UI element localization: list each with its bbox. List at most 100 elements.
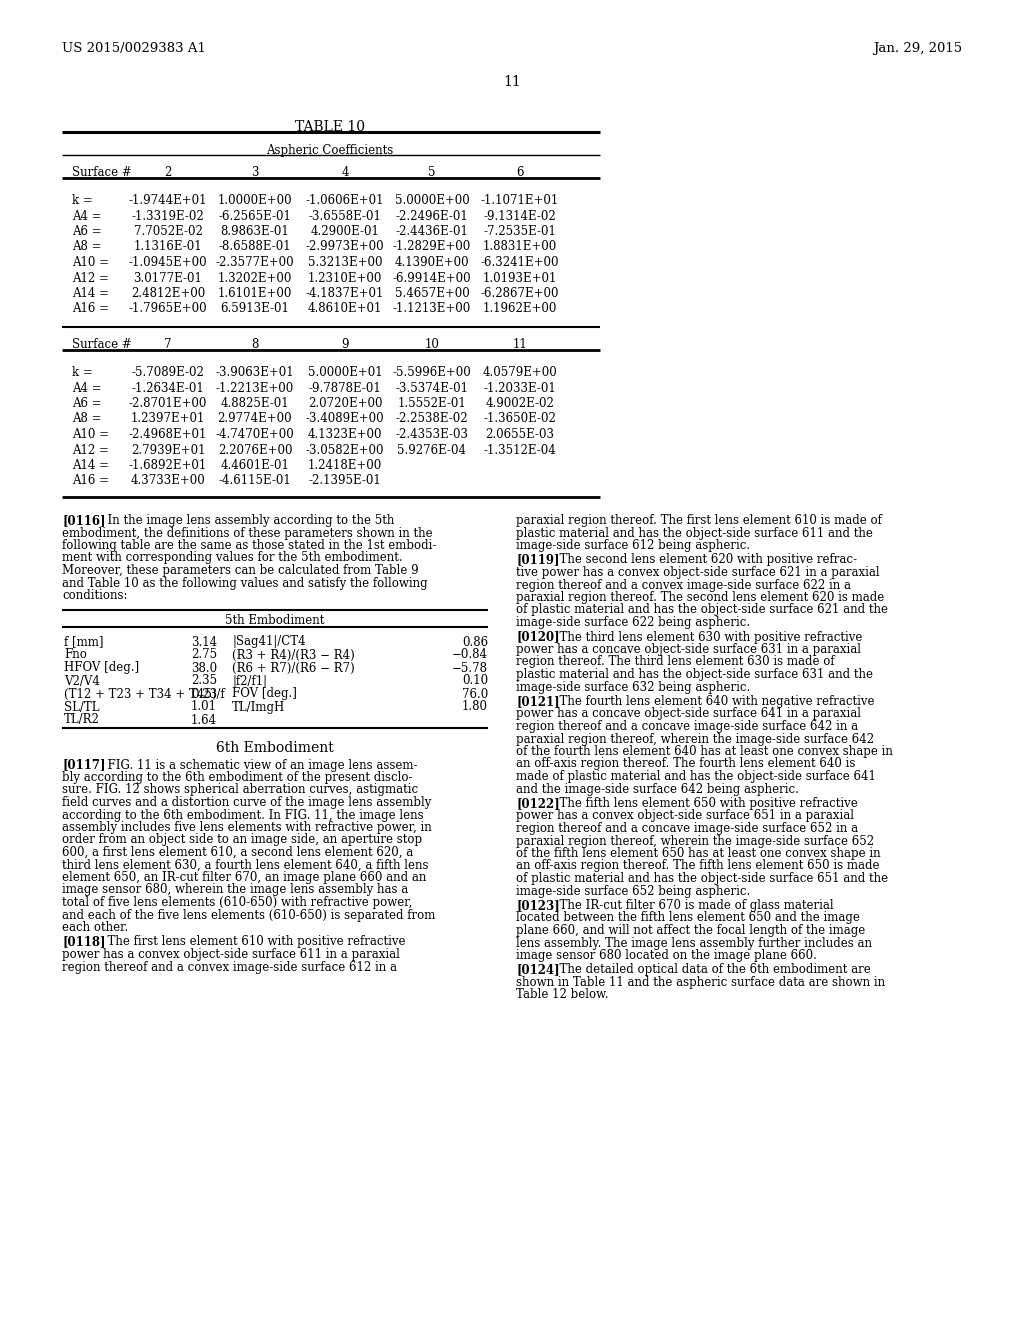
Text: [0121]: [0121] [516,696,560,708]
Text: 2.9774E+00: 2.9774E+00 [218,412,292,425]
Text: A16 =: A16 = [72,302,109,315]
Text: [0123]: [0123] [516,899,560,912]
Text: 6th Embodiment: 6th Embodiment [216,741,334,755]
Text: 1.8831E+00: 1.8831E+00 [483,240,557,253]
Text: 38.0: 38.0 [190,661,217,675]
Text: |f2/f1|: |f2/f1| [232,675,267,688]
Text: conditions:: conditions: [62,589,128,602]
Text: following table are the same as those stated in the 1st embodi-: following table are the same as those st… [62,539,436,552]
Text: -1.2213E+00: -1.2213E+00 [216,381,294,395]
Text: of the fourth lens element 640 has at least one convex shape in: of the fourth lens element 640 has at le… [516,744,893,758]
Text: -9.7878E-01: -9.7878E-01 [308,381,381,395]
Text: image-side surface 622 being aspheric.: image-side surface 622 being aspheric. [516,616,751,630]
Text: lens assembly. The image lens assembly further includes an: lens assembly. The image lens assembly f… [516,936,872,949]
Text: (R6 + R7)/(R6 − R7): (R6 + R7)/(R6 − R7) [232,661,354,675]
Text: 1.80: 1.80 [462,701,488,714]
Text: TABLE 10: TABLE 10 [295,120,365,135]
Text: 4.2900E-01: 4.2900E-01 [310,224,380,238]
Text: -1.2829E+00: -1.2829E+00 [393,240,471,253]
Text: 3.14: 3.14 [190,635,217,648]
Text: 8: 8 [251,338,259,351]
Text: power has a concave object-side surface 631 in a paraxial: power has a concave object-side surface … [516,643,861,656]
Text: region thereof and a concave image-side surface 652 in a: region thereof and a concave image-side … [516,822,858,836]
Text: -5.5996E+00: -5.5996E+00 [392,366,471,379]
Text: -6.3241E+00: -6.3241E+00 [480,256,559,269]
Text: -1.1213E+00: -1.1213E+00 [393,302,471,315]
Text: image-side surface 652 being aspheric.: image-side surface 652 being aspheric. [516,884,751,898]
Text: -9.1314E-02: -9.1314E-02 [483,210,556,223]
Text: [0122]: [0122] [516,797,560,810]
Text: -2.8701E+00: -2.8701E+00 [129,397,207,411]
Text: -3.5374E-01: -3.5374E-01 [395,381,469,395]
Text: -1.0945E+00: -1.0945E+00 [129,256,207,269]
Text: 1.0000E+00: 1.0000E+00 [218,194,292,207]
Text: |Sag41|/CT4: |Sag41|/CT4 [232,635,305,648]
Text: -8.6588E-01: -8.6588E-01 [219,240,291,253]
Text: -3.4089E+00: -3.4089E+00 [306,412,384,425]
Text: image sensor 680, wherein the image lens assembly has a: image sensor 680, wherein the image lens… [62,883,409,896]
Text: -2.2496E-01: -2.2496E-01 [395,210,468,223]
Text: [0120]: [0120] [516,631,560,644]
Text: A12 =: A12 = [72,272,109,285]
Text: -1.0606E+01: -1.0606E+01 [306,194,384,207]
Text: 4.9002E-02: 4.9002E-02 [485,397,554,411]
Text: power has a concave object-side surface 641 in a paraxial: power has a concave object-side surface … [516,708,861,721]
Text: 2.75: 2.75 [190,648,217,661]
Text: 1.0193E+01: 1.0193E+01 [482,272,557,285]
Text: an off-axis region thereof. The fifth lens element 650 is made: an off-axis region thereof. The fifth le… [516,859,880,873]
Text: paraxial region thereof. The first lens element 610 is made of: paraxial region thereof. The first lens … [516,513,882,527]
Text: bly according to the 6th embodiment of the present disclo-: bly according to the 6th embodiment of t… [62,771,413,784]
Text: of plastic material and has the object-side surface 621 and the: of plastic material and has the object-s… [516,603,888,616]
Text: 1.3202E+00: 1.3202E+00 [218,272,292,285]
Text: -1.3512E-04: -1.3512E-04 [483,444,556,457]
Text: embodiment, the definitions of these parameters shown in the: embodiment, the definitions of these par… [62,527,432,540]
Text: image sensor 680 located on the image plane 660.: image sensor 680 located on the image pl… [516,949,817,962]
Text: and each of the five lens elements (610-650) is separated from: and each of the five lens elements (610-… [62,908,435,921]
Text: Table 12 below.: Table 12 below. [516,989,608,1002]
Text: 1.6101E+00: 1.6101E+00 [218,286,292,300]
Text: paraxial region thereof, wherein the image-side surface 652: paraxial region thereof, wherein the ima… [516,834,874,847]
Text: 4.1323E+00: 4.1323E+00 [308,428,382,441]
Text: The fourth lens element 640 with negative refractive: The fourth lens element 640 with negativ… [552,696,874,708]
Text: A14 =: A14 = [72,286,109,300]
Text: located between the fifth lens element 650 and the image: located between the fifth lens element 6… [516,912,860,924]
Text: order from an object side to an image side, an aperture stop: order from an object side to an image si… [62,833,422,846]
Text: −5.78: −5.78 [452,661,488,675]
Text: -2.4436E-01: -2.4436E-01 [395,224,468,238]
Text: 11: 11 [513,338,527,351]
Text: -3.6558E-01: -3.6558E-01 [308,210,381,223]
Text: Fno: Fno [63,648,87,661]
Text: SL/TL: SL/TL [63,701,99,714]
Text: an off-axis region thereof. The fourth lens element 640 is: an off-axis region thereof. The fourth l… [516,758,855,771]
Text: -6.9914E+00: -6.9914E+00 [392,272,471,285]
Text: made of plastic material and has the object-side surface 641: made of plastic material and has the obj… [516,770,876,783]
Text: −0.84: −0.84 [452,648,488,661]
Text: 5.3213E+00: 5.3213E+00 [308,256,382,269]
Text: A8 =: A8 = [72,412,101,425]
Text: each other.: each other. [62,921,128,935]
Text: Moreover, these parameters can be calculated from Table 9: Moreover, these parameters can be calcul… [62,564,419,577]
Text: 3: 3 [251,166,259,180]
Text: 5: 5 [428,166,436,180]
Text: -3.0582E+00: -3.0582E+00 [306,444,384,457]
Text: 76.0: 76.0 [462,688,488,701]
Text: 7.7052E-02: 7.7052E-02 [133,224,203,238]
Text: The IR-cut filter 670 is made of glass material: The IR-cut filter 670 is made of glass m… [552,899,834,912]
Text: -6.2867E+00: -6.2867E+00 [480,286,559,300]
Text: The first lens element 610 with positive refractive: The first lens element 610 with positive… [100,936,406,949]
Text: 5th Embodiment: 5th Embodiment [225,614,325,627]
Text: field curves and a distortion curve of the image lens assembly: field curves and a distortion curve of t… [62,796,431,809]
Text: 1.2310E+00: 1.2310E+00 [308,272,382,285]
Text: -1.2033E-01: -1.2033E-01 [483,381,556,395]
Text: shown in Table 11 and the aspheric surface data are shown in: shown in Table 11 and the aspheric surfa… [516,975,885,989]
Text: k =: k = [72,194,93,207]
Text: -1.1071E+01: -1.1071E+01 [481,194,559,207]
Text: A10 =: A10 = [72,428,109,441]
Text: (T12 + T23 + T34 + T45)/f: (T12 + T23 + T34 + T45)/f [63,688,224,701]
Text: 600, a first lens element 610, a second lens element 620, a: 600, a first lens element 610, a second … [62,846,414,859]
Text: TL/ImgH: TL/ImgH [232,701,286,714]
Text: according to the 6th embodiment. In FIG. 11, the image lens: according to the 6th embodiment. In FIG.… [62,808,424,821]
Text: 4.4601E-01: 4.4601E-01 [220,459,290,473]
Text: and the image-side surface 642 being aspheric.: and the image-side surface 642 being asp… [516,783,799,796]
Text: sure. FIG. 12 shows spherical aberration curves, astigmatic: sure. FIG. 12 shows spherical aberration… [62,784,418,796]
